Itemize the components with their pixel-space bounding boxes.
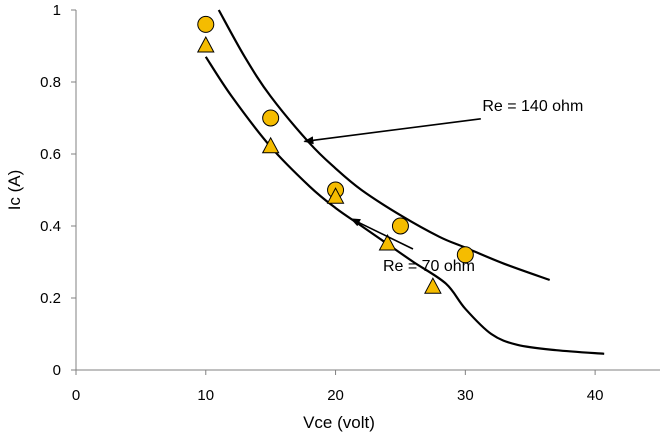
axes: 0 10 20 30 40 0 0.2 0.4 0.6 0.8 1 (40, 2, 660, 404)
x-tick-label: 0 (72, 387, 80, 404)
x-axis-title: Vce (volt) (303, 413, 375, 432)
fit-curve-1 (217, 9, 551, 282)
fitted-curves (204, 9, 605, 355)
y-axis-title: Ic (A) (5, 170, 24, 211)
annotations: Re = 140 ohm Re = 70 ohm (303, 98, 583, 275)
y-tick-label: 0 (53, 362, 61, 379)
x-tick-label: 20 (327, 387, 344, 404)
triangle-point (424, 277, 442, 294)
annotation-label: Re = 70 ohm (383, 258, 475, 275)
circle-point (262, 109, 280, 127)
annotation-arrow (350, 218, 414, 250)
triangle-point (196, 35, 215, 53)
y-tick-label: 0.8 (40, 74, 61, 91)
triangle-point (326, 187, 345, 204)
y-tick-label: 0.2 (40, 290, 61, 307)
data-points (196, 15, 474, 294)
annotation-arrow (303, 118, 481, 145)
x-tick-label: 10 (197, 387, 214, 404)
y-tick-label: 1 (53, 2, 61, 19)
x-tick-label: 30 (457, 387, 474, 404)
triangle-point (261, 136, 280, 154)
annotation-label: Re = 140 ohm (482, 98, 583, 115)
triangle-point (378, 233, 397, 251)
circle-point (197, 15, 215, 33)
y-tick-label: 0.4 (40, 218, 61, 235)
y-tick-label: 0.6 (40, 146, 61, 163)
circle-point (456, 246, 474, 264)
circle-point (391, 217, 409, 235)
x-tick-label: 40 (587, 387, 604, 404)
